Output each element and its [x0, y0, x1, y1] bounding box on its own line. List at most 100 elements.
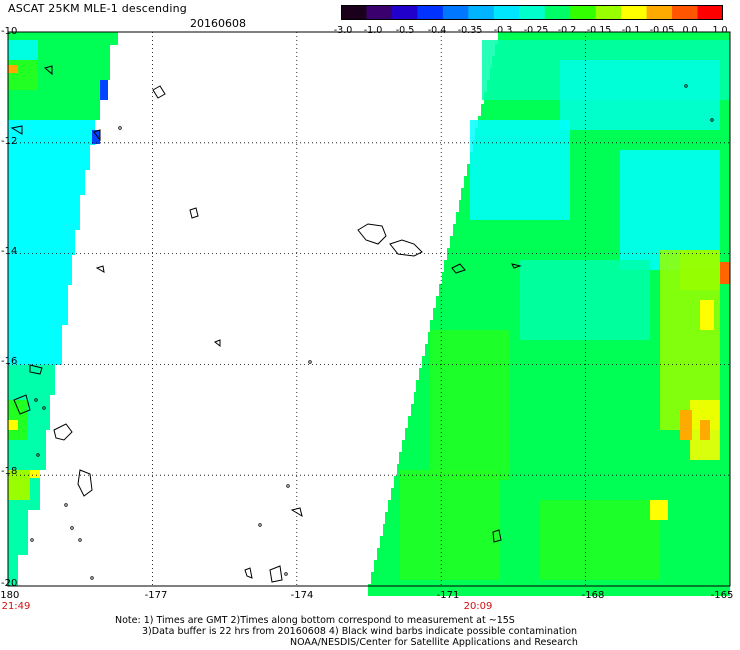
- swath-patch: [400, 470, 500, 580]
- island-outline: [511, 263, 522, 269]
- colorbar-swatch: [493, 5, 520, 20]
- left-swath: [8, 32, 118, 586]
- note-line-2: 3)Data buffer is 22 hrs from 20160608 4)…: [142, 626, 578, 637]
- time-label: 21:49: [1, 601, 31, 612]
- colorbar-tick-label: -0.2: [557, 25, 577, 36]
- colorbar: [341, 5, 723, 20]
- colorbar-tick-label: -1.0: [363, 25, 383, 36]
- colorbar-tick-label: -0.4: [427, 25, 447, 36]
- island-outline: [389, 239, 423, 257]
- longitude-tick-label: -171: [436, 590, 460, 601]
- colorbar-swatch: [595, 5, 622, 20]
- islet-outline: [684, 84, 688, 88]
- swath-highlight: [8, 65, 18, 73]
- islet-outline: [30, 538, 34, 542]
- island-outline: [77, 469, 93, 497]
- islet-outline: [286, 484, 290, 488]
- colorbar-swatch: [417, 5, 444, 20]
- islet-outline: [118, 126, 122, 130]
- swath-cell: [8, 510, 28, 555]
- island-outline: [152, 85, 166, 99]
- islet-outline: [308, 360, 312, 364]
- swath-highlight: [650, 500, 668, 520]
- swath-highlight: [92, 130, 100, 144]
- colorbar-tick-label: -3.0: [333, 25, 353, 36]
- colorbar-swatch: [442, 5, 469, 20]
- island-outline: [492, 529, 502, 543]
- colorbar-tick-label: -0.25: [523, 25, 549, 36]
- colorbar-tick-label: -0.35: [457, 25, 483, 36]
- colorbar-swatch: [621, 5, 648, 20]
- colorbar-swatch: [468, 5, 495, 20]
- time-label: 20:09: [463, 601, 493, 612]
- longitude-tick-label: -177: [144, 590, 168, 601]
- swath-patch: [520, 260, 650, 340]
- swath-cell: [8, 285, 68, 325]
- island-outline: [13, 394, 31, 415]
- right-swath: [368, 32, 730, 596]
- longitude-tick-label: -180: [0, 590, 20, 601]
- island-outline: [53, 423, 73, 441]
- swath-highlight: [700, 420, 710, 440]
- latitude-tick-label: -14: [1, 246, 18, 257]
- swath-patch: [470, 120, 570, 220]
- grid-lines: [8, 32, 730, 586]
- swath-cell: [8, 365, 55, 395]
- swath-patch: [8, 130, 38, 170]
- island-outline: [451, 263, 466, 274]
- swath-cell: [8, 195, 80, 230]
- swath-patch: [8, 60, 38, 90]
- colorbar-swatch: [697, 5, 723, 20]
- chart-title: ASCAT 25KM MLE-1 descending: [8, 2, 187, 15]
- islet-outline: [42, 406, 46, 410]
- swath-cell: [8, 555, 18, 586]
- colorbar-swatch: [391, 5, 418, 20]
- colorbar-swatch: [341, 5, 367, 20]
- colorbar-tick-label: -0.1: [621, 25, 641, 36]
- colorbar-labels: -3.0 -1.0 -0.5 -0.4 -0.35 -0.3 -0.25 -0.2 -0.15-…: [0, 25, 740, 39]
- island-outline: [214, 339, 221, 348]
- swath-highlight: [100, 80, 108, 100]
- islet-outline: [258, 523, 262, 527]
- swath-highlight: [720, 262, 730, 284]
- latitude-tick-label: -18: [1, 466, 18, 477]
- island-outline: [244, 567, 253, 579]
- swath-highlight: [700, 300, 714, 330]
- swath-patch: [540, 500, 660, 580]
- island-outline: [43, 65, 53, 76]
- swath-cell: [8, 170, 85, 195]
- islet-outline: [70, 526, 74, 530]
- swath-cell: [8, 230, 75, 255]
- islet-outline: [34, 398, 38, 402]
- colorbar-swatch: [570, 5, 597, 20]
- islet-outline: [284, 572, 288, 576]
- islet-outline: [64, 503, 68, 507]
- colorbar-tick-label: 1.0: [712, 25, 728, 36]
- island-outline: [269, 565, 283, 583]
- colorbar-swatch: [544, 5, 571, 20]
- island-outline: [10, 125, 23, 135]
- islet-outline: [36, 453, 40, 457]
- swath-patch: [8, 40, 38, 60]
- colorbar-swatch: [519, 5, 546, 20]
- island-outline: [290, 507, 303, 518]
- longitude-tick-label: -174: [290, 590, 314, 601]
- swath-patch: [430, 330, 510, 480]
- latitude-tick-label: -12: [1, 136, 18, 147]
- colorbar-border: [341, 5, 723, 20]
- swath-highlight: [8, 420, 18, 430]
- note-line-1: Note: 1) Times are GMT 2)Times along bot…: [115, 615, 515, 626]
- colorbar-tick-label: -0.5: [395, 25, 415, 36]
- island-outline: [95, 265, 105, 273]
- islet-outline: [710, 118, 714, 122]
- colorbar-tick-label: -0.15: [586, 25, 612, 36]
- islet-outline: [78, 538, 82, 542]
- swath-patch: [8, 470, 30, 500]
- island-outline: [93, 129, 101, 142]
- note-line-3: NOAA/NESDIS/Center for Satellite Applica…: [290, 637, 578, 648]
- colorbar-swatch: [366, 5, 393, 20]
- island-outline: [189, 207, 199, 219]
- island-outline: [29, 364, 43, 375]
- swath-patch: [680, 250, 720, 290]
